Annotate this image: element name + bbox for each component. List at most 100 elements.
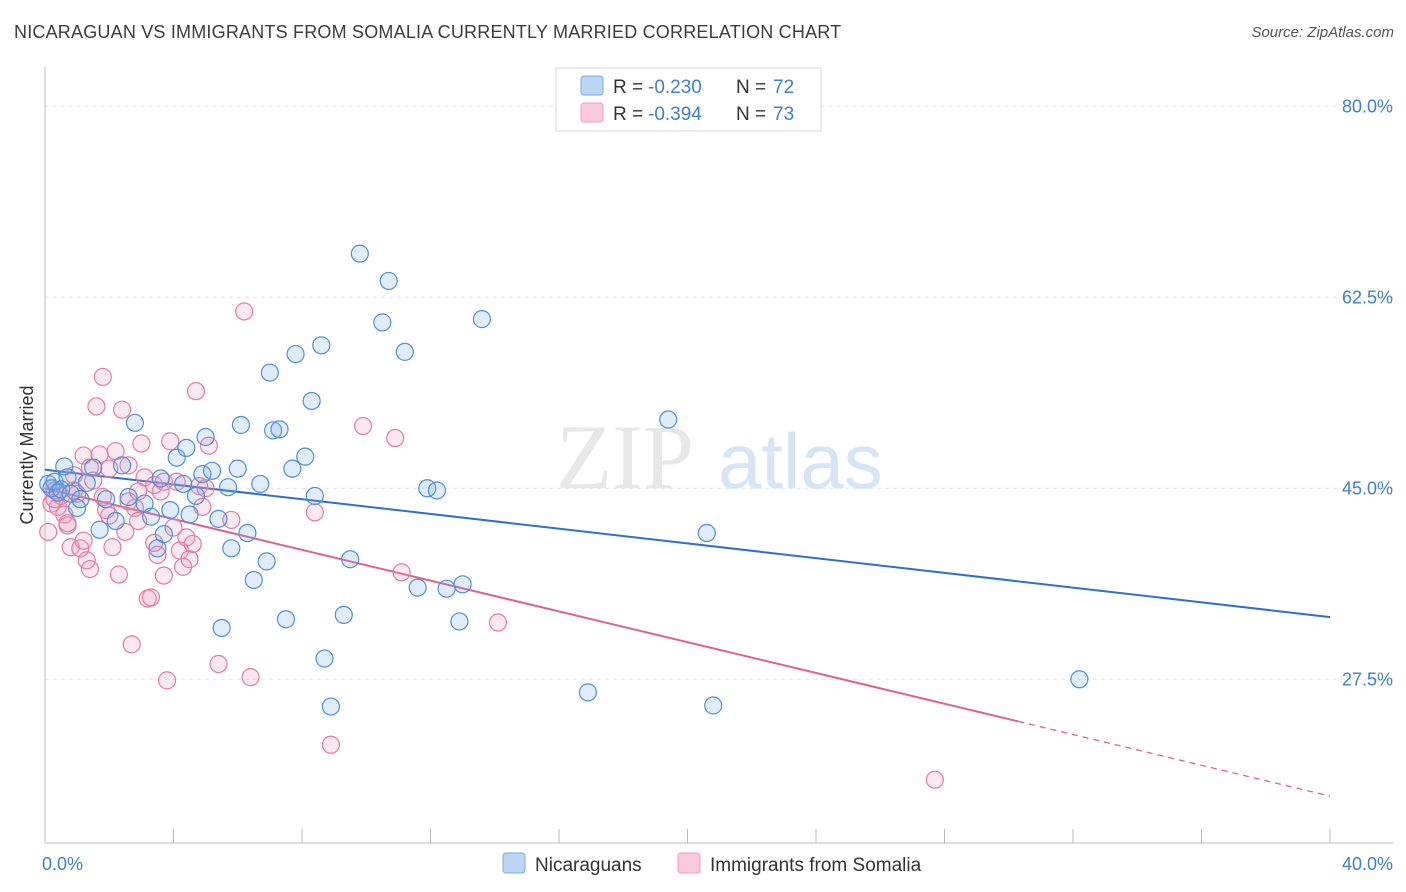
point-nicaraguans bbox=[193, 464, 212, 484]
point-nicaraguans bbox=[263, 421, 283, 440]
point-nicaraguans bbox=[90, 520, 109, 539]
point-nicaraguans bbox=[379, 271, 398, 291]
legend-n-label-pink: N = bbox=[736, 104, 766, 125]
point-nicaraguans bbox=[154, 525, 173, 544]
point-nicaraguans bbox=[238, 523, 257, 543]
point-nicaraguans bbox=[395, 342, 414, 361]
data-points bbox=[39, 244, 1089, 789]
point-nicaraguans bbox=[151, 469, 170, 488]
source-label: Source: ZipAtlas.com bbox=[1251, 24, 1394, 41]
point-nicaraguans bbox=[472, 310, 491, 329]
point-somalia bbox=[93, 487, 112, 507]
point-nicaraguans bbox=[697, 523, 716, 543]
point-somalia bbox=[386, 428, 405, 448]
point-somalia bbox=[161, 432, 180, 451]
point-somalia bbox=[119, 456, 138, 475]
point-somalia bbox=[154, 472, 173, 491]
point-nicaraguans bbox=[276, 610, 296, 629]
point-somalia bbox=[222, 510, 241, 530]
legend-n-label-blue: N = bbox=[736, 77, 766, 98]
axes bbox=[44, 67, 1393, 844]
point-nicaraguans bbox=[84, 458, 103, 477]
trendline-somalia bbox=[44, 487, 1019, 723]
point-somalia bbox=[148, 545, 167, 564]
point-nicaraguans bbox=[270, 420, 289, 439]
point-somalia bbox=[122, 635, 141, 654]
point-somalia bbox=[74, 531, 93, 550]
point-somalia bbox=[58, 514, 77, 533]
x-tick-label-max: 40.0% bbox=[1342, 854, 1393, 874]
point-nicaraguans bbox=[202, 461, 222, 480]
point-nicaraguans bbox=[228, 459, 247, 478]
point-nicaraguans bbox=[659, 410, 678, 429]
point-nicaraguans bbox=[219, 478, 238, 497]
legend-r-label-blue: R = bbox=[613, 77, 643, 98]
point-somalia bbox=[196, 479, 215, 498]
point-nicaraguans bbox=[257, 552, 276, 571]
point-nicaraguans bbox=[704, 696, 723, 715]
point-nicaraguans bbox=[296, 447, 315, 466]
point-nicaraguans bbox=[209, 509, 228, 528]
x-tick-label-min: 0.0% bbox=[42, 854, 83, 874]
point-somalia bbox=[109, 565, 128, 584]
y-axis-label: Currently Married bbox=[17, 385, 37, 524]
watermark-atlas: atlas bbox=[718, 417, 883, 505]
point-nicaraguans bbox=[180, 505, 199, 524]
top-legend: R = -0.230 N = 72 R = -0.394 N = 73 bbox=[555, 67, 822, 132]
point-somalia bbox=[392, 563, 411, 582]
point-nicaraguans bbox=[55, 457, 74, 476]
point-somalia bbox=[154, 566, 173, 585]
point-nicaraguans bbox=[373, 313, 392, 332]
point-nicaraguans bbox=[578, 683, 598, 702]
point-somalia bbox=[93, 367, 112, 387]
point-somalia bbox=[87, 397, 106, 416]
point-nicaraguans bbox=[125, 413, 145, 432]
point-somalia bbox=[80, 559, 100, 579]
bottom-legend-swatch-pink bbox=[677, 852, 701, 874]
point-nicaraguans bbox=[161, 501, 180, 520]
point-nicaraguans bbox=[341, 550, 360, 569]
bottom-legend-label-pink: Immigrants from Somalia bbox=[710, 855, 922, 876]
point-somalia bbox=[241, 668, 260, 687]
point-nicaraguans bbox=[244, 570, 263, 590]
legend-n-value-pink: 73 bbox=[773, 104, 794, 125]
bottom-legend-swatch-blue bbox=[502, 852, 526, 874]
point-somalia bbox=[39, 522, 58, 542]
legend-swatch-pink bbox=[580, 102, 604, 123]
point-somalia bbox=[321, 735, 341, 754]
legend-swatch-blue bbox=[580, 75, 604, 96]
point-somalia bbox=[235, 302, 254, 321]
point-somalia bbox=[177, 528, 196, 547]
point-nicaraguans bbox=[321, 697, 341, 716]
point-nicaraguans bbox=[177, 438, 196, 458]
point-nicaraguans bbox=[196, 427, 215, 447]
point-somalia bbox=[174, 557, 193, 576]
gridlines bbox=[45, 105, 1393, 680]
trendline-somalia-extension bbox=[1018, 720, 1331, 797]
legend-r-value-pink: -0.394 bbox=[648, 104, 702, 125]
point-somalia bbox=[164, 518, 183, 537]
point-somalia bbox=[132, 434, 151, 453]
point-somalia bbox=[925, 770, 944, 789]
point-nicaraguans bbox=[453, 575, 472, 594]
point-nicaraguans bbox=[119, 487, 138, 507]
legend-r-value-blue: -0.230 bbox=[648, 77, 702, 98]
y-tick-labels: 27.5% 45.0% 62.5% 80.0% bbox=[1342, 96, 1393, 689]
point-nicaraguans bbox=[427, 481, 447, 500]
point-nicaraguans bbox=[167, 448, 186, 467]
point-somalia bbox=[119, 492, 138, 511]
point-somalia bbox=[112, 400, 132, 419]
point-nicaraguans bbox=[260, 363, 279, 382]
point-somalia bbox=[183, 534, 202, 554]
point-somalia bbox=[186, 382, 206, 401]
point-nicaraguans bbox=[305, 486, 324, 506]
y-tick-label: 45.0% bbox=[1342, 478, 1393, 498]
point-nicaraguans bbox=[437, 579, 456, 598]
point-nicaraguans bbox=[58, 468, 77, 487]
point-nicaraguans bbox=[212, 618, 231, 638]
point-nicaraguans bbox=[186, 486, 206, 506]
trendlines bbox=[44, 468, 1331, 797]
point-nicaraguans bbox=[315, 649, 334, 668]
point-nicaraguans bbox=[350, 244, 369, 263]
